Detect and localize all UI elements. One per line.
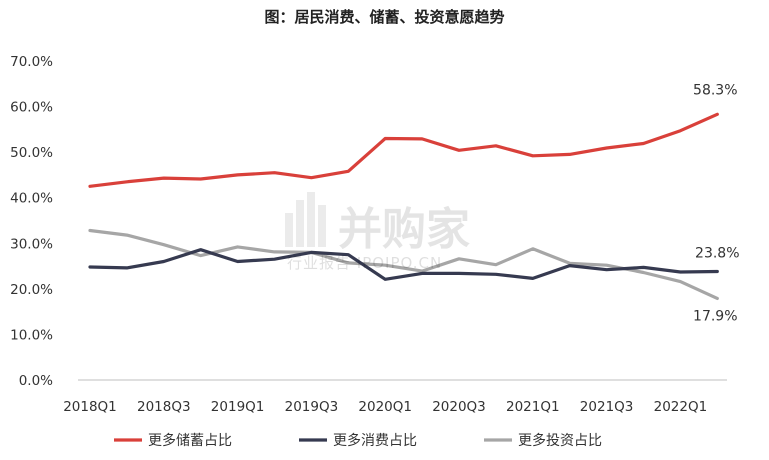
x-tick-label: 2020Q1	[358, 399, 412, 415]
end-label-3: 17.9%	[693, 308, 737, 324]
series-line-1	[88, 112, 719, 188]
end-label-2: 23.8%	[695, 246, 739, 262]
x-tick-label: 2018Q3	[137, 399, 191, 415]
x-tick-label: 2021Q3	[580, 399, 634, 415]
watermark-subtext: 行业报告 IPOIPO.CN	[287, 254, 442, 272]
series-line-2	[88, 248, 719, 281]
axes: 0.0% 10.0% 20.0% 30.0% 40.0% 50.0% 60.0% 70.0% 2…	[10, 54, 727, 415]
y-tick-label: 70.0%	[10, 54, 53, 70]
series-line-3	[88, 228, 719, 300]
watermark-text: 并购家	[338, 204, 470, 255]
x-tick-label: 2021Q1	[506, 399, 560, 415]
watermark-logo-bar	[296, 200, 304, 247]
y-tick-label: 0.0%	[19, 373, 53, 389]
watermark-logo-bar	[285, 213, 293, 247]
legend-label-2: 更多消费占比	[333, 432, 417, 449]
x-tick-label: 2018Q1	[63, 399, 117, 415]
chart-title: 图：居民消费、储蓄、投资意愿趋势	[264, 8, 505, 26]
x-tick-label: 2020Q3	[432, 399, 486, 415]
y-tick-label: 10.0%	[10, 327, 53, 343]
y-tick-label: 60.0%	[10, 100, 53, 116]
legend-label-1: 更多储蓄占比	[148, 432, 232, 449]
y-tick-label: 40.0%	[10, 191, 53, 207]
x-tick-label: 2022Q1	[654, 399, 708, 415]
end-labels: 58.3% 23.8% 17.9%	[693, 82, 739, 324]
watermark-logo-bar	[307, 192, 315, 247]
y-tick-label: 20.0%	[10, 282, 53, 298]
end-label-1: 58.3%	[693, 82, 737, 98]
watermark-logo-bar	[318, 205, 326, 247]
legend-label-3: 更多投资占比	[518, 432, 602, 449]
x-tick-label: 2019Q3	[285, 399, 339, 415]
y-tick-label: 30.0%	[10, 236, 53, 252]
legend: 更多储蓄占比 更多消费占比 更多投资占比	[114, 432, 602, 449]
series-lines	[88, 112, 719, 300]
y-tick-label: 50.0%	[10, 145, 53, 161]
x-tick-label: 2019Q1	[211, 399, 265, 415]
